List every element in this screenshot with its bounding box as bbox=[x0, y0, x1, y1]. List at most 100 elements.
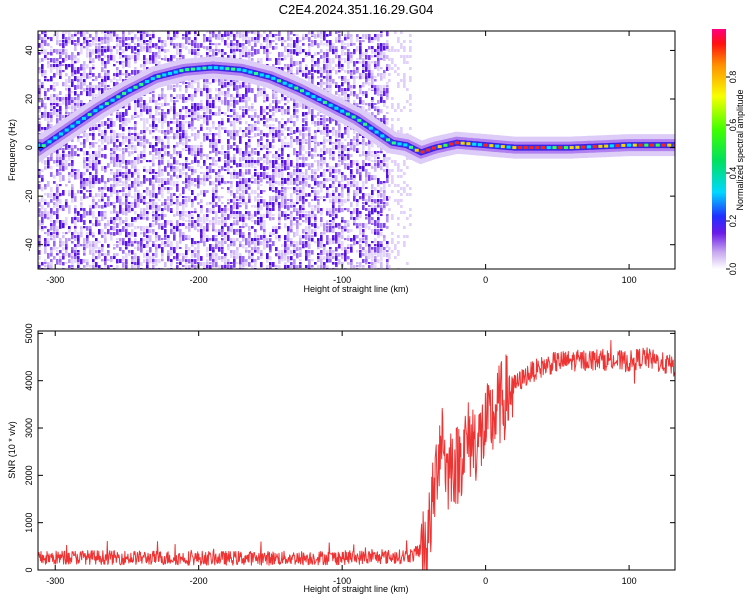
heatmap-cell bbox=[260, 58, 263, 64]
heatmap-cell bbox=[65, 217, 68, 221]
heatmap-cell bbox=[179, 121, 182, 126]
heatmap-cell bbox=[296, 247, 299, 252]
heatmap-cell bbox=[338, 34, 341, 39]
heatmap-cell bbox=[299, 253, 302, 258]
heatmap-cell bbox=[158, 154, 161, 158]
heatmap-cell bbox=[38, 214, 41, 217]
heatmap-cell bbox=[347, 247, 350, 250]
heatmap-cell bbox=[140, 43, 143, 49]
heatmap-cell bbox=[50, 211, 53, 214]
heatmap-cell bbox=[83, 40, 86, 44]
heatmap-cell bbox=[251, 214, 254, 219]
heatmap-cell bbox=[236, 163, 239, 168]
heatmap-cell bbox=[362, 181, 365, 186]
heatmap-cell bbox=[254, 196, 257, 200]
heatmap-cell bbox=[266, 112, 269, 115]
heatmap-cell bbox=[50, 220, 53, 223]
heatmap-cell bbox=[101, 247, 104, 252]
heatmap-cell bbox=[86, 136, 89, 142]
heatmap-cell bbox=[308, 163, 311, 169]
heatmap-cell bbox=[101, 178, 104, 183]
heatmap-cell bbox=[221, 244, 224, 247]
heatmap-cell bbox=[62, 154, 65, 159]
heatmap-cell bbox=[296, 202, 299, 205]
heatmap-cell bbox=[74, 103, 77, 106]
heatmap-cell bbox=[344, 145, 347, 148]
heatmap-cell bbox=[194, 106, 197, 112]
heatmap-cell bbox=[80, 181, 83, 187]
heatmap-cell bbox=[143, 106, 146, 112]
heatmap-cell bbox=[215, 256, 218, 262]
heatmap-cell bbox=[137, 172, 140, 176]
heatmap-cell bbox=[83, 82, 86, 86]
heatmap-cell bbox=[347, 199, 350, 202]
heatmap-cell bbox=[326, 163, 329, 168]
heatmap-cell bbox=[287, 160, 290, 164]
heatmap-cell bbox=[185, 82, 188, 85]
heatmap-cell bbox=[296, 136, 299, 142]
heatmap-cell bbox=[305, 67, 308, 71]
heatmap-cell bbox=[131, 175, 134, 178]
heatmap-cell bbox=[296, 40, 299, 45]
heatmap-cell bbox=[335, 169, 338, 174]
heatmap-cell bbox=[119, 232, 122, 236]
heatmap-cell bbox=[341, 208, 344, 213]
heatmap-cell bbox=[122, 181, 125, 186]
heatmap-cell bbox=[56, 67, 59, 73]
heatmap-cell bbox=[59, 157, 62, 160]
heatmap-cell bbox=[188, 97, 191, 101]
heatmap-cell bbox=[368, 64, 371, 68]
heatmap-cell bbox=[152, 262, 155, 265]
heatmap-cell bbox=[254, 229, 257, 234]
heatmap-cell bbox=[185, 262, 188, 265]
heatmap-cell bbox=[197, 247, 200, 250]
heatmap-cell bbox=[350, 178, 353, 181]
heatmap-cell bbox=[359, 223, 362, 227]
heatmap-cell bbox=[80, 46, 83, 51]
heatmap-cell bbox=[245, 100, 248, 106]
heatmap-cell bbox=[74, 238, 77, 241]
heatmap-cell bbox=[140, 109, 143, 114]
heatmap-cell bbox=[296, 181, 299, 187]
heatmap-cell bbox=[110, 187, 113, 193]
heatmap-cell bbox=[314, 220, 317, 223]
heatmap-cell bbox=[290, 220, 293, 226]
heatmap-cell bbox=[116, 148, 119, 151]
heatmap-cell bbox=[314, 241, 317, 244]
heatmap-cell bbox=[152, 43, 155, 48]
heatmap-cell bbox=[125, 223, 128, 229]
heatmap-cell bbox=[206, 262, 209, 267]
heatmap-cell bbox=[230, 229, 233, 233]
heatmap-cell bbox=[332, 184, 335, 188]
heatmap-cell bbox=[80, 43, 83, 48]
heatmap-cell bbox=[341, 97, 344, 100]
heatmap-cell bbox=[131, 262, 134, 265]
heatmap-cell bbox=[143, 253, 146, 259]
heatmap-cell bbox=[104, 127, 107, 132]
heatmap-cell bbox=[350, 259, 353, 264]
heatmap-cell bbox=[164, 220, 167, 226]
heatmap-cell bbox=[131, 208, 134, 212]
heatmap-cell bbox=[41, 103, 44, 108]
heatmap-cell bbox=[206, 214, 209, 218]
heatmap-cell bbox=[221, 52, 224, 55]
heatmap-cell bbox=[221, 250, 224, 254]
heatmap-cell bbox=[356, 148, 359, 153]
heatmap-cell bbox=[281, 187, 284, 190]
heatmap-cell bbox=[44, 34, 47, 38]
heatmap-cell bbox=[194, 157, 197, 163]
heatmap-cell bbox=[341, 253, 344, 256]
heatmap-cell bbox=[230, 265, 233, 269]
heatmap-cell bbox=[77, 244, 80, 247]
heatmap-cell bbox=[59, 193, 62, 197]
heatmap-cell bbox=[260, 88, 263, 91]
heatmap-cell bbox=[107, 229, 110, 235]
heatmap-cell bbox=[179, 139, 182, 144]
heatmap-cell bbox=[92, 151, 95, 157]
heatmap-cell bbox=[92, 163, 95, 169]
heatmap-cell bbox=[329, 184, 332, 189]
heatmap-cell bbox=[245, 46, 248, 49]
heatmap-cell bbox=[338, 238, 341, 242]
heatmap-cell bbox=[299, 205, 302, 211]
heatmap-cell bbox=[113, 46, 116, 49]
